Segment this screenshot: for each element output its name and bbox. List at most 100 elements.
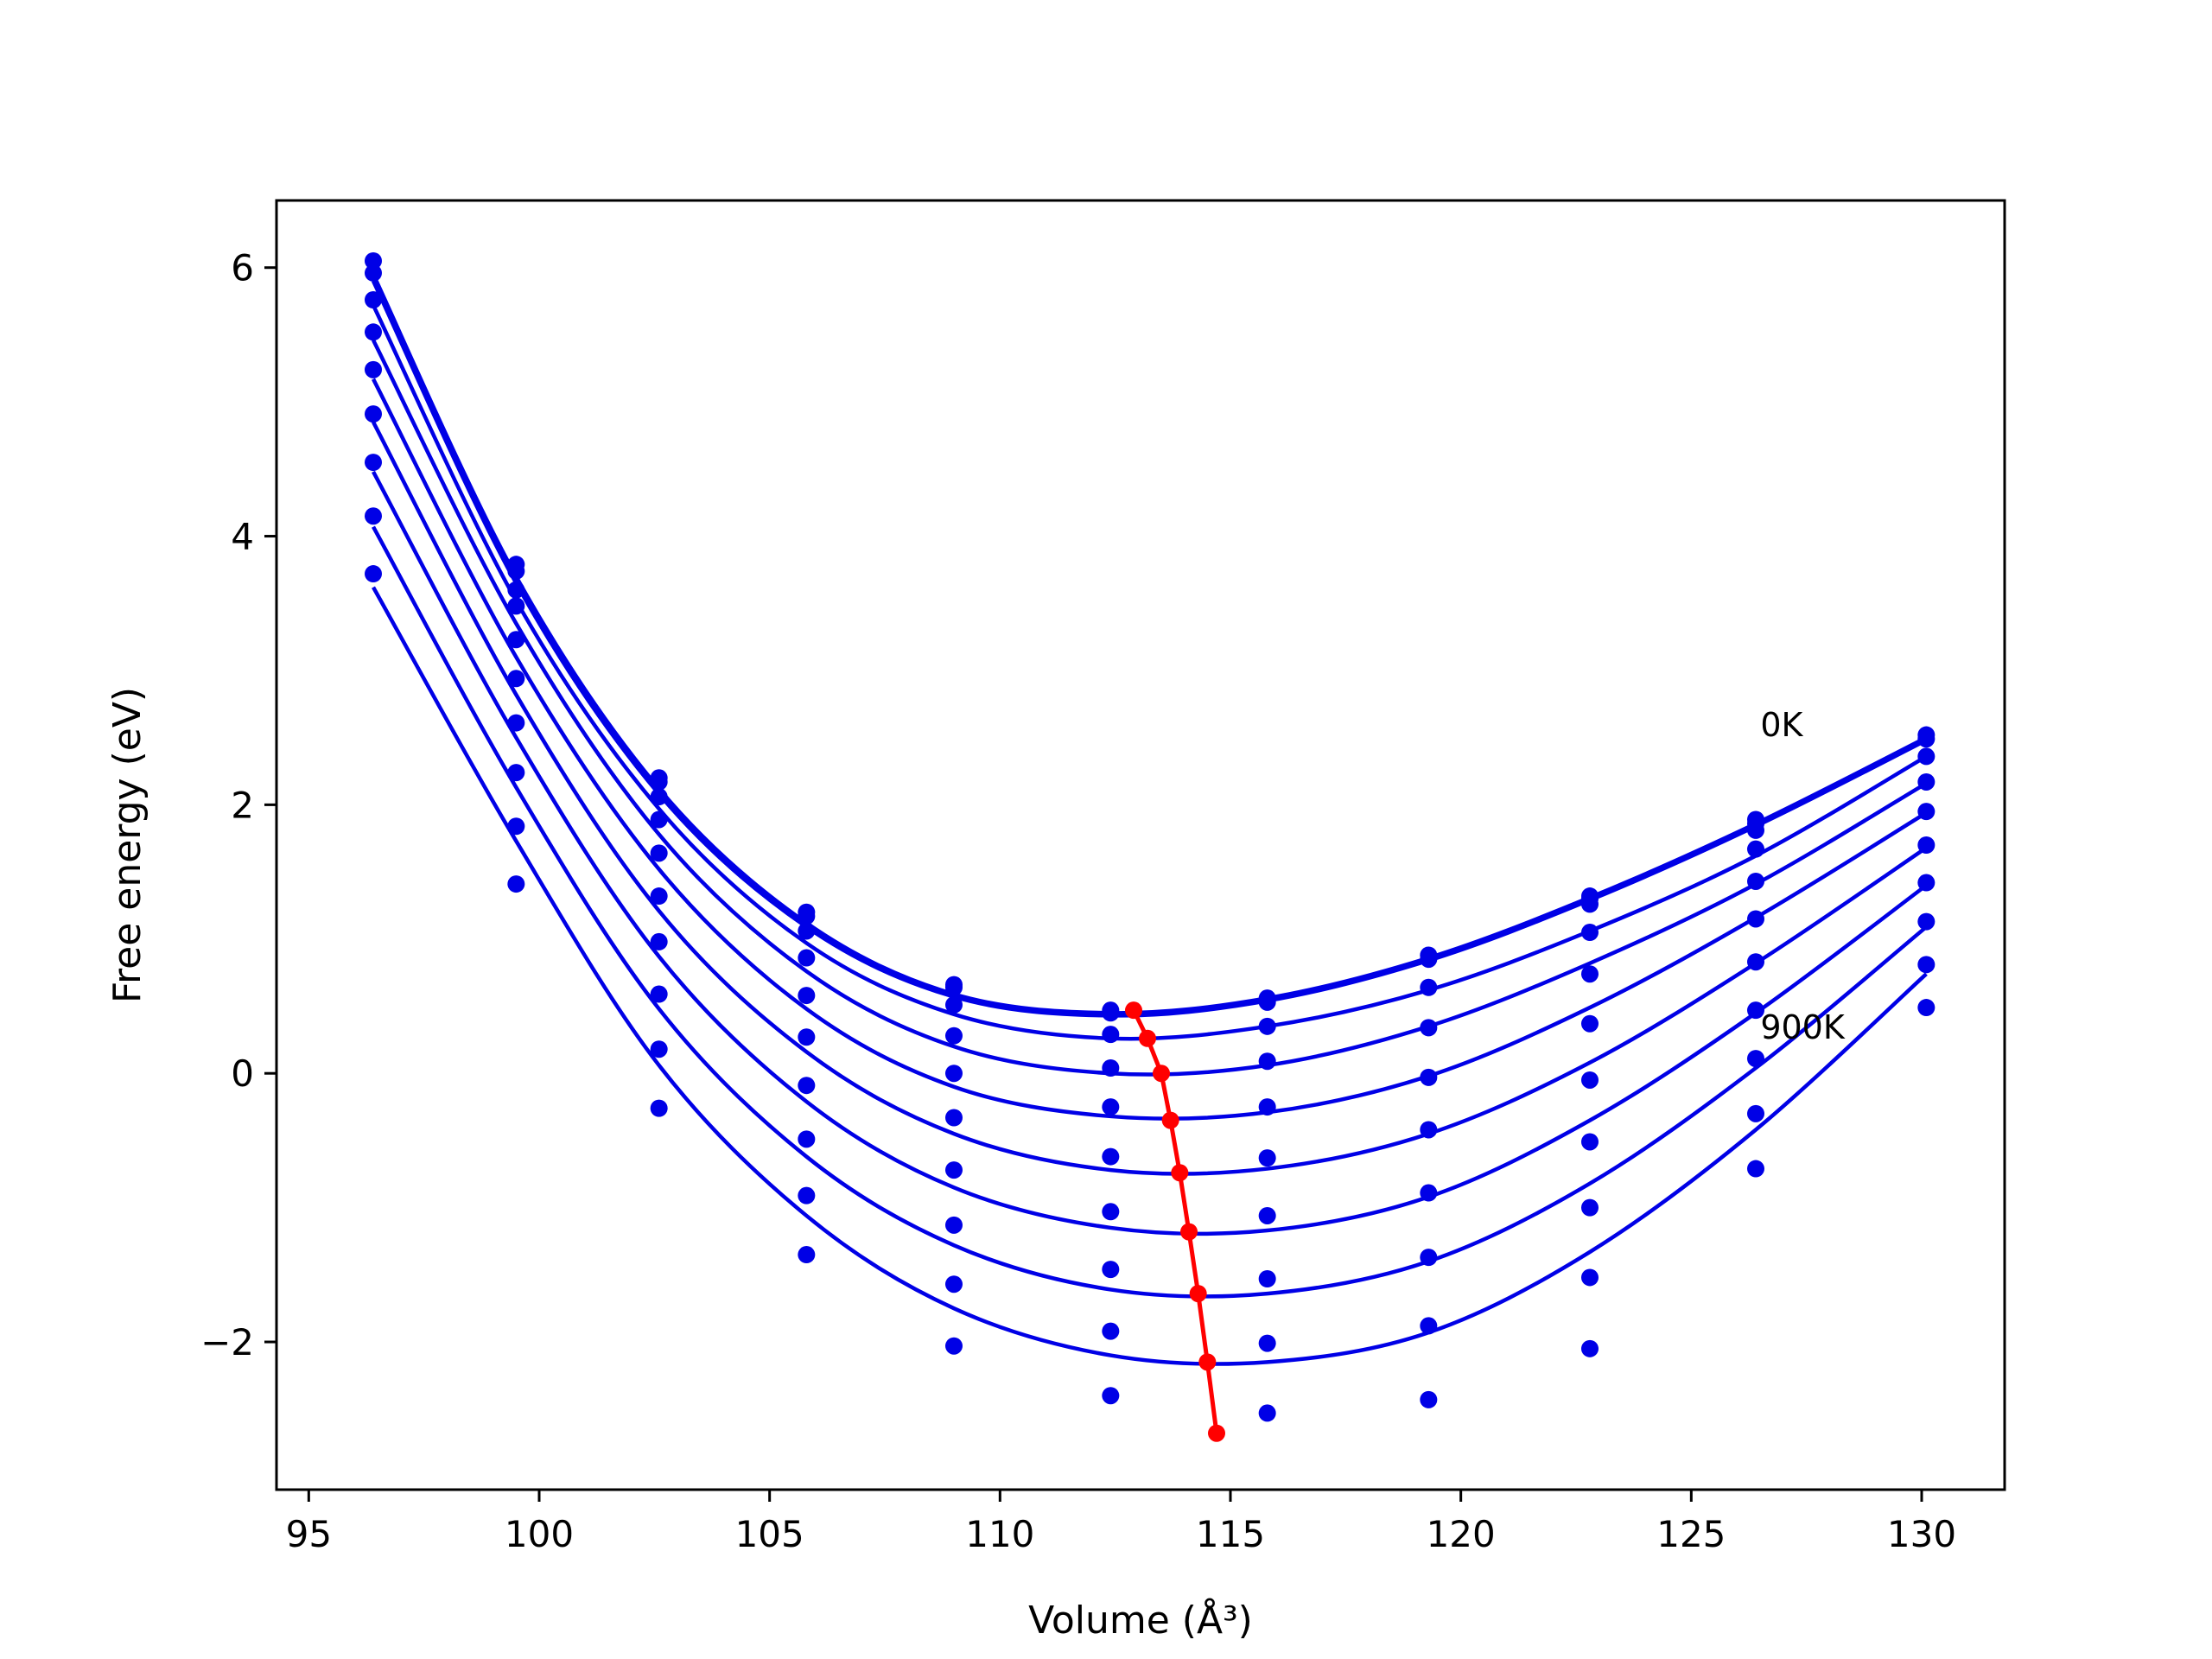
minimum-point: [1139, 1029, 1156, 1047]
data-point: [1747, 840, 1764, 858]
data-point: [1102, 1261, 1120, 1279]
data-point: [365, 291, 382, 309]
data-point: [945, 978, 963, 996]
data-point: [650, 1099, 668, 1117]
data-point: [650, 1040, 668, 1058]
data-point: [1102, 1203, 1120, 1221]
fit-curves-layer: [371, 273, 1928, 1366]
minimum-point: [1180, 1223, 1198, 1241]
data-point: [945, 1161, 963, 1179]
data-point: [1258, 1149, 1276, 1167]
data-point: [507, 764, 525, 782]
data-point: [798, 1077, 816, 1095]
data-point: [1258, 1052, 1276, 1071]
data-point: [1747, 821, 1764, 839]
data-point: [798, 1186, 816, 1205]
data-point: [650, 772, 668, 791]
minima-layer: [1125, 1001, 1225, 1442]
data-point: [1420, 1184, 1438, 1202]
y-axis-label: Free energy (eV): [105, 687, 149, 1003]
data-point: [1420, 1019, 1438, 1037]
y-tick-label: −2: [200, 1321, 254, 1363]
data-point: [798, 922, 816, 940]
fit-curve-2: [371, 304, 1928, 1041]
data-point: [365, 507, 382, 525]
data-point: [1917, 912, 1936, 931]
data-point: [1917, 747, 1936, 766]
fit-curve-7: [372, 525, 1928, 1299]
minimum-point: [1153, 1065, 1170, 1083]
data-point: [1102, 1058, 1120, 1077]
data-point: [1581, 1268, 1599, 1287]
data-point: [1747, 910, 1764, 928]
x-tick-label: 110: [965, 1513, 1034, 1555]
data-point: [1420, 1317, 1438, 1335]
data-point: [798, 1246, 816, 1264]
fit-curve-5: [372, 421, 1928, 1176]
data-point: [1581, 1014, 1599, 1033]
data-point: [507, 631, 525, 649]
data-point: [1917, 956, 1936, 974]
data-point: [1420, 1249, 1438, 1267]
data-point: [1420, 950, 1438, 969]
data-point: [1258, 1206, 1276, 1224]
minimum-point: [1198, 1353, 1217, 1371]
data-point: [798, 1130, 816, 1148]
data-point: [1258, 1404, 1276, 1422]
data-point: [1581, 924, 1599, 942]
data-point: [365, 405, 382, 423]
data-point: [1581, 1071, 1599, 1089]
fit-curve-8: [372, 586, 1928, 1366]
x-tick-label: 100: [505, 1513, 574, 1555]
data-point: [1917, 803, 1936, 821]
data-point: [1747, 1050, 1764, 1068]
y-tick-label: 4: [231, 516, 254, 558]
data-point: [1747, 1001, 1764, 1020]
x-axis-ticks: 95 100 105 110 115 120 125 130: [286, 1490, 1956, 1555]
data-point: [650, 887, 668, 906]
data-point: [1420, 1390, 1438, 1408]
data-point: [798, 949, 816, 967]
data-point: [1258, 1334, 1276, 1352]
data-point: [1917, 874, 1936, 892]
data-point: [1581, 1198, 1599, 1217]
y-tick-label: 6: [231, 247, 254, 289]
data-point: [1102, 1004, 1120, 1022]
data-point: [1917, 836, 1936, 854]
data-point: [1747, 1104, 1764, 1122]
x-tick-label: 125: [1656, 1513, 1726, 1555]
data-point: [650, 810, 668, 829]
data-point: [507, 875, 525, 893]
data-point: [1102, 1098, 1120, 1116]
data-point: [507, 670, 525, 688]
minimum-point: [1125, 1001, 1142, 1020]
x-tick-label: 95: [286, 1513, 332, 1555]
data-point: [1581, 1339, 1599, 1357]
fit-curve-1: [371, 280, 1928, 1018]
data-point: [945, 1275, 963, 1294]
data-point: [1420, 1068, 1438, 1086]
data-point: [650, 788, 668, 806]
minimum-point: [1161, 1111, 1179, 1129]
curve-annotation: 0K: [1760, 706, 1803, 744]
data-point: [365, 360, 382, 378]
data-point: [650, 932, 668, 950]
data-point: [507, 562, 525, 580]
x-tick-label: 115: [1196, 1513, 1265, 1555]
x-tick-label: 105: [735, 1513, 804, 1555]
data-point: [507, 817, 525, 836]
data-point: [365, 323, 382, 341]
data-point: [1102, 1322, 1120, 1340]
data-point: [1747, 953, 1764, 971]
y-axis-ticks: −2 0 2 4 6: [200, 247, 276, 1363]
y-tick-label: 2: [231, 784, 254, 826]
data-point: [365, 565, 382, 583]
data-point: [945, 1027, 963, 1045]
x-tick-label: 120: [1427, 1513, 1496, 1555]
annotations-layer: 0K 900K: [1760, 706, 1846, 1046]
data-point: [1747, 1160, 1764, 1178]
minimum-point: [1208, 1424, 1225, 1442]
data-points-layer: [365, 251, 1936, 1422]
data-point: [798, 987, 816, 1005]
